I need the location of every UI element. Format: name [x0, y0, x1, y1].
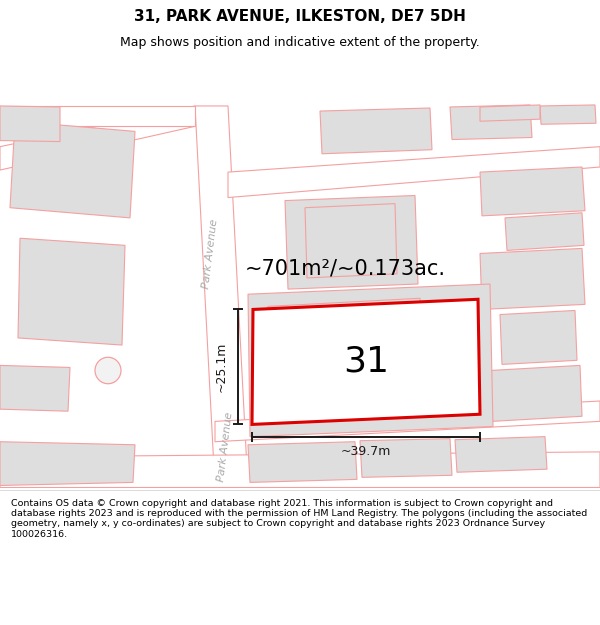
Text: Map shows position and indicative extent of the property.: Map shows position and indicative extent…: [120, 36, 480, 49]
Polygon shape: [305, 204, 397, 278]
Polygon shape: [490, 366, 582, 421]
Polygon shape: [320, 108, 432, 154]
Polygon shape: [480, 105, 540, 121]
Polygon shape: [455, 437, 547, 472]
Polygon shape: [228, 147, 600, 198]
Polygon shape: [480, 248, 585, 309]
Polygon shape: [0, 442, 135, 486]
Polygon shape: [0, 106, 195, 126]
Polygon shape: [252, 299, 480, 424]
Text: ~701m²/~0.173ac.: ~701m²/~0.173ac.: [245, 259, 446, 279]
Text: Contains OS data © Crown copyright and database right 2021. This information is : Contains OS data © Crown copyright and d…: [11, 499, 587, 539]
Polygon shape: [248, 442, 357, 483]
Polygon shape: [248, 284, 493, 437]
Polygon shape: [0, 366, 70, 411]
Polygon shape: [18, 238, 125, 345]
Text: 31, PARK AVENUE, ILKESTON, DE7 5DH: 31, PARK AVENUE, ILKESTON, DE7 5DH: [134, 9, 466, 24]
Polygon shape: [0, 106, 195, 170]
Polygon shape: [268, 298, 422, 418]
Polygon shape: [540, 105, 596, 124]
Polygon shape: [450, 105, 532, 139]
Text: Park Avenue: Park Avenue: [216, 411, 234, 482]
Polygon shape: [0, 452, 600, 488]
Text: ~39.7m: ~39.7m: [341, 445, 391, 458]
Polygon shape: [0, 106, 60, 142]
Polygon shape: [505, 213, 584, 251]
Circle shape: [95, 357, 121, 384]
Polygon shape: [480, 167, 585, 216]
Polygon shape: [285, 196, 418, 289]
Text: Park Avenue: Park Avenue: [201, 218, 219, 289]
Polygon shape: [195, 106, 248, 488]
Polygon shape: [500, 311, 577, 364]
Polygon shape: [215, 401, 600, 442]
Text: 31: 31: [343, 345, 389, 379]
Polygon shape: [360, 439, 452, 478]
Text: ~25.1m: ~25.1m: [215, 342, 228, 392]
Polygon shape: [10, 121, 135, 218]
